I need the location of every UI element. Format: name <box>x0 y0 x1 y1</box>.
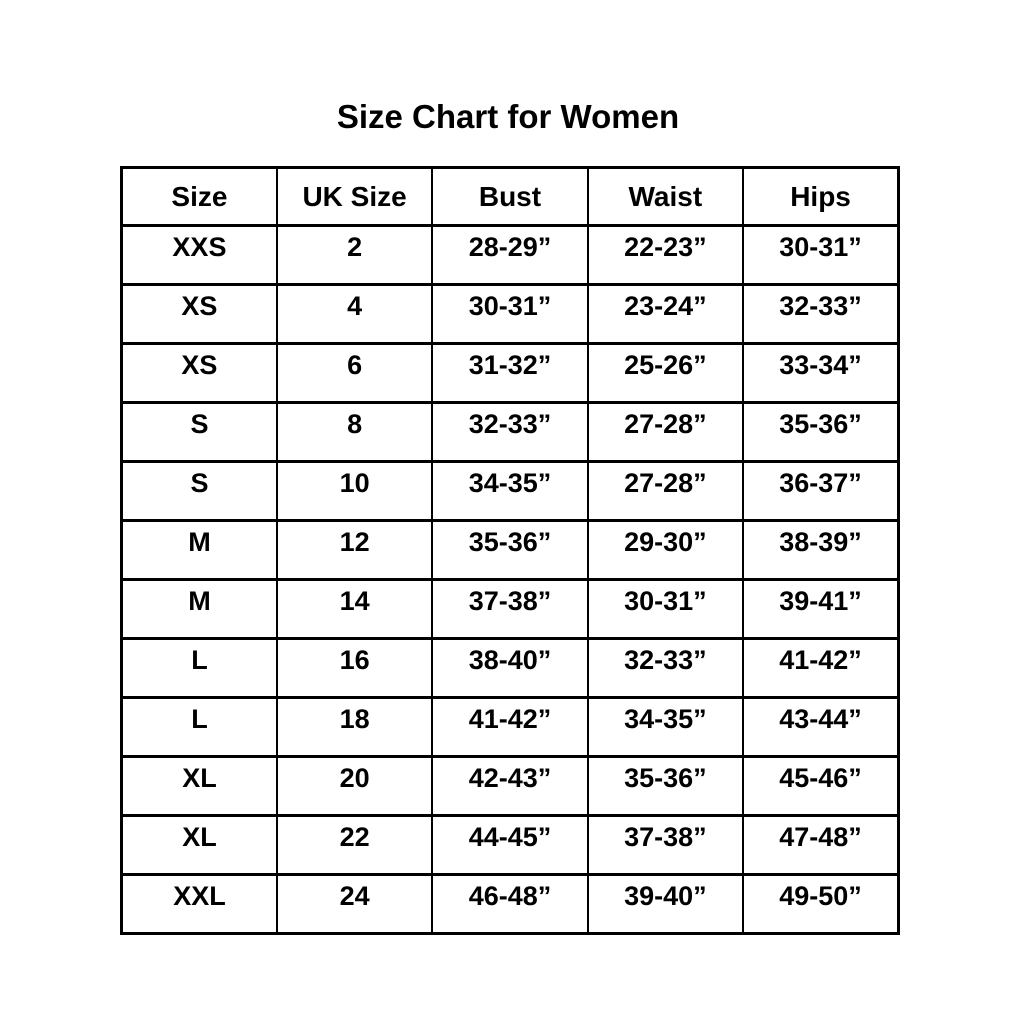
table-cell: 32-33” <box>742 283 900 345</box>
table-cell: 41-42” <box>742 637 900 699</box>
column-header: Waist <box>586 166 745 227</box>
table-cell: 25-26” <box>586 342 745 404</box>
table-row: L 16 38-40” 32-33” 41-42” <box>120 637 900 699</box>
table-cell: 34-35” <box>586 696 745 758</box>
table-cell: 46-48” <box>431 873 589 935</box>
table-row: M 12 35-36” 29-30” 38-39” <box>120 519 900 581</box>
table-cell: 42-43” <box>431 755 589 817</box>
table-cell: L <box>120 637 278 699</box>
table-cell: XXS <box>120 224 278 286</box>
table-cell: 28-29” <box>431 224 589 286</box>
table-row: XS 6 31-32” 25-26” 33-34” <box>120 342 900 404</box>
table-cell: 32-33” <box>431 401 589 463</box>
table-cell: 30-31” <box>586 578 745 640</box>
table-cell: 22 <box>275 814 434 876</box>
table-cell: 35-36” <box>742 401 900 463</box>
table-cell: 16 <box>275 637 434 699</box>
table-cell: 8 <box>275 401 434 463</box>
table-cell: XS <box>120 283 278 345</box>
table-cell: 24 <box>275 873 434 935</box>
table-cell: 6 <box>275 342 434 404</box>
table-cell: 44-45” <box>431 814 589 876</box>
table-cell: 37-38” <box>431 578 589 640</box>
table-cell: 34-35” <box>431 460 589 522</box>
table-cell: 49-50” <box>742 873 900 935</box>
table-row: XXS 2 28-29” 22-23” 30-31” <box>120 224 900 286</box>
table-cell: 39-41” <box>742 578 900 640</box>
table-cell: 27-28” <box>586 460 745 522</box>
table-cell: XL <box>120 755 278 817</box>
page-title: Size Chart for Women <box>336 98 680 135</box>
table-cell: 27-28” <box>586 401 745 463</box>
size-chart-table: Size UK Size Bust Waist Hips XXS 2 28-29” 22-23… <box>120 166 900 935</box>
header-row: Size UK Size Bust Waist Hips <box>120 166 900 227</box>
table-cell: 14 <box>275 578 434 640</box>
table-cell: 33-34” <box>742 342 900 404</box>
table-cell: S <box>120 460 278 522</box>
table-cell: 47-48” <box>742 814 900 876</box>
table-cell: 2 <box>275 224 434 286</box>
table-cell: 38-39” <box>742 519 900 581</box>
table-cell: 20 <box>275 755 434 817</box>
table-cell: 22-23” <box>586 224 745 286</box>
table-row: XL 22 44-45” 37-38” 47-48” <box>120 814 900 876</box>
table-cell: 12 <box>275 519 434 581</box>
table-body: XXS 2 28-29” 22-23” 30-31” XS 4 30-31” 23-24” 32-… <box>120 224 900 935</box>
column-header: Size <box>120 166 278 227</box>
table-row: S 10 34-35” 27-28” 36-37” <box>120 460 900 522</box>
table-cell: 43-44” <box>742 696 900 758</box>
table-row: M 14 37-38” 30-31” 39-41” <box>120 578 900 640</box>
table-row: XS 4 30-31” 23-24” 32-33” <box>120 283 900 345</box>
table-cell: M <box>120 519 278 581</box>
table-cell: S <box>120 401 278 463</box>
table-cell: 41-42” <box>431 696 589 758</box>
table-cell: 38-40” <box>431 637 589 699</box>
column-header: UK Size <box>275 166 434 227</box>
table-header: Size UK Size Bust Waist Hips <box>120 166 900 227</box>
table-cell: XS <box>120 342 278 404</box>
table-cell: 37-38” <box>586 814 745 876</box>
table-cell: 30-31” <box>431 283 589 345</box>
table-cell: 10 <box>275 460 434 522</box>
table-cell: 30-31” <box>742 224 900 286</box>
table-cell: 29-30” <box>586 519 745 581</box>
table-cell: 35-36” <box>586 755 745 817</box>
table-row: XL 20 42-43” 35-36” 45-46” <box>120 755 900 817</box>
table-cell: M <box>120 578 278 640</box>
table-cell: 31-32” <box>431 342 589 404</box>
table-cell: 23-24” <box>586 283 745 345</box>
table-cell: 18 <box>275 696 434 758</box>
table-cell: 35-36” <box>431 519 589 581</box>
table-cell: XL <box>120 814 278 876</box>
table-cell: 39-40” <box>586 873 745 935</box>
table-cell: 4 <box>275 283 434 345</box>
table-cell: XXL <box>120 873 278 935</box>
table-cell: 45-46” <box>742 755 900 817</box>
table-row: L 18 41-42” 34-35” 43-44” <box>120 696 900 758</box>
table-row: XXL 24 46-48” 39-40” 49-50” <box>120 873 900 935</box>
column-header: Bust <box>431 166 589 227</box>
column-header: Hips <box>742 166 900 227</box>
table-cell: L <box>120 696 278 758</box>
table-cell: 36-37” <box>742 460 900 522</box>
table-row: S 8 32-33” 27-28” 35-36” <box>120 401 900 463</box>
table-cell: 32-33” <box>586 637 745 699</box>
